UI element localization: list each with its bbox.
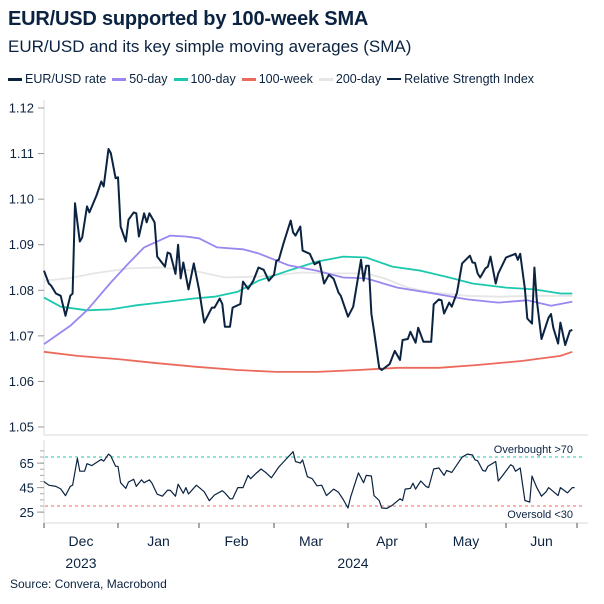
legend-swatch <box>173 77 188 81</box>
x-month-label: Jan <box>147 533 170 549</box>
oversold-label: Oversold <30 <box>507 509 573 521</box>
price-y-tick-label: 1.08 <box>9 283 34 298</box>
price-y-tick-label: 1.05 <box>9 420 34 435</box>
legend-item-eurusd: EUR/USD rate <box>8 72 106 86</box>
rsi-y-tick-label: 25 <box>20 505 34 520</box>
price-y-tick-label: 1.09 <box>9 237 34 252</box>
price-y-tick-label: 1.06 <box>9 374 34 389</box>
overbought-label: Overbought >70 <box>494 444 573 456</box>
legend-swatch <box>318 77 333 81</box>
series-100-day <box>43 255 573 312</box>
series-50-day <box>43 234 573 345</box>
legend-label: 100-day <box>190 72 236 86</box>
chart-title: EUR/USD supported by 100-week SMA <box>8 8 369 30</box>
series-rsi <box>43 451 575 509</box>
legend-item-100-week: 100-week <box>241 72 313 86</box>
legend-label: Relative Strength Index <box>404 72 535 86</box>
legend-label: 200-day <box>335 72 382 86</box>
x-month-label: Dec <box>69 533 94 549</box>
x-month-label: Jun <box>530 533 553 549</box>
legend-item-100-day: 100-day <box>173 72 236 86</box>
x-month-label: Mar <box>299 533 323 549</box>
x-year-label: 2023 <box>65 555 96 571</box>
legend: EUR/USD rate 50-day 100-day 100-week 200… <box>8 72 534 86</box>
series-100-week <box>43 350 573 373</box>
legend-swatch <box>112 77 127 81</box>
rsi-y-tick-label: 65 <box>20 456 34 471</box>
x-month-label: Feb <box>224 533 248 549</box>
price-y-tick-label: 1.10 <box>9 192 34 207</box>
rsi-y-tick-label: 45 <box>20 481 34 496</box>
legend-item-200-day: 200-day <box>318 72 382 86</box>
legend-label: 100-week <box>258 72 313 86</box>
legend-item-rsi: Relative Strength Index <box>387 72 534 86</box>
price-y-tick-label: 1.07 <box>9 328 34 343</box>
legend-item-50-day: 50-day <box>112 72 168 86</box>
series-eur-usd-rate <box>43 148 573 371</box>
chart-subtitle: EUR/USD and its key simple moving averag… <box>8 37 412 56</box>
legend-label: 50-day <box>129 72 168 86</box>
legend-swatch <box>241 77 256 81</box>
x-year-label: 2024 <box>337 555 368 571</box>
price-y-tick-label: 1.11 <box>10 146 34 161</box>
x-month-label: Apr <box>376 533 398 549</box>
legend-label: EUR/USD rate <box>25 72 107 86</box>
x-month-label: May <box>453 533 479 549</box>
source-note: Source: Convera, Macrobond <box>10 577 167 591</box>
legend-swatch <box>387 78 402 80</box>
legend-swatch <box>8 77 22 81</box>
price-y-tick-label: 1.12 <box>9 101 34 116</box>
